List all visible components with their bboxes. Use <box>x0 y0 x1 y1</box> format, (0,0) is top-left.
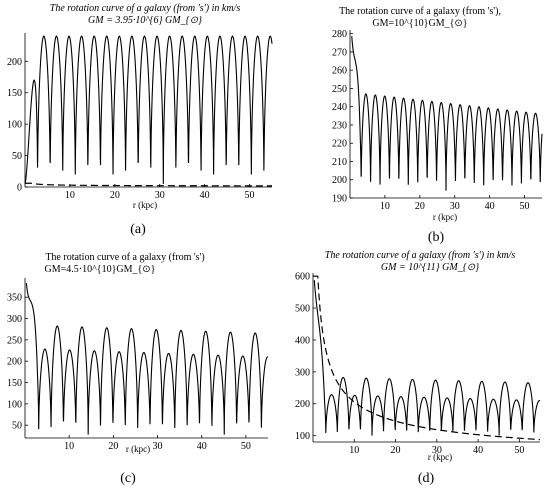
panel-c-y-tick-label: 50 <box>12 421 22 432</box>
panel-b-y-tick-label: 250 <box>332 84 347 95</box>
panel-c-title-line2: GM=4.5·10^{10}GM_{⊙} <box>45 264 156 275</box>
panel-d: The rotation curve of a galaxy (from 's'… <box>295 250 541 486</box>
panel-b-x-tick-label: 40 <box>485 201 495 212</box>
panel-a-series-solid-line <box>24 35 273 185</box>
panel-d-y-tick-label: 500 <box>295 304 310 315</box>
panel-a-x-tick-label: 30 <box>155 190 165 201</box>
panel-a-y-tick-label: 0 <box>17 183 22 194</box>
panel-d-title-line2: GM = 10^{11} GM_{⊙} <box>381 262 479 273</box>
panel-c-y-tick-label: 200 <box>7 357 22 368</box>
panel-c-y-tick-label: 250 <box>7 335 22 346</box>
panel-a-axes: 10 20 30 40 50 0 50 100 150 200 <box>7 33 272 201</box>
panel-a-xlabel: r (kpc) <box>133 200 157 210</box>
panel-d-x-tick-label: 20 <box>391 445 401 456</box>
panel-b-x-tick-label: 50 <box>520 201 530 212</box>
panel-c-y-tick-label: 350 <box>7 293 22 304</box>
panel-b-y-tick-label: 280 <box>332 29 347 40</box>
panel-a-y-tick-label: 200 <box>7 57 22 68</box>
panel-c-x-tick-label: 10 <box>64 441 74 452</box>
panel-b-title-line2: GM=10^{10}GM_{⊙} <box>372 18 467 29</box>
panel-a-plot <box>24 35 273 187</box>
panel-d-title-line1: The rotation curve of a galaxy (from 's'… <box>325 250 516 261</box>
panel-c-plot <box>25 283 269 435</box>
panel-c-x-tick-label: 50 <box>241 441 251 452</box>
panel-c-y-tick-label: 100 <box>7 399 22 410</box>
panel-d-y-tick-label: 400 <box>295 335 310 346</box>
panel-b-y-tick-label: 270 <box>332 47 347 58</box>
panel-c-axes: 10 20 30 40 50 50 100 150 200 250 300 350 <box>7 278 268 452</box>
panel-a-title-line2: GM = 3.95·10^{6} GM_{⊙} <box>88 15 202 26</box>
panel-c-y-tick-label: 300 <box>7 314 22 325</box>
panel-a-title-line1: The rotation curve of a galaxy (from 's'… <box>50 3 241 14</box>
panel-c: The rotation curve of a galaxy (from 's'… <box>7 252 269 486</box>
panel-c-y-tick-label: 150 <box>7 378 22 389</box>
panel-b-y-tick-label: 200 <box>332 175 347 186</box>
panel-a-caption: (a) <box>130 222 146 237</box>
panel-d-x-tick-label: 40 <box>473 445 483 456</box>
panel-a-y-tick-label: 100 <box>7 120 22 131</box>
panel-a-x-tick-label: 20 <box>110 190 120 201</box>
panel-b-y-tick-label: 230 <box>332 120 347 131</box>
panel-d-caption: (d) <box>418 471 435 486</box>
panel-b-y-tick-label: 210 <box>332 157 347 168</box>
panel-b-plot <box>351 36 543 191</box>
panel-a-x-tick-label: 50 <box>245 190 255 201</box>
panel-b-series-solid-line <box>351 36 543 191</box>
panel-d-series-dashed-line <box>313 275 541 441</box>
panel-d-x-tick-label: 30 <box>432 445 442 456</box>
panel-a-y-tick-label: 50 <box>12 151 22 162</box>
panel-b-y-tick-label: 260 <box>332 66 347 77</box>
panel-b-x-tick-label: 10 <box>380 201 390 212</box>
panel-b-x-tick-label: 30 <box>450 201 460 212</box>
panel-b-x-tick-label: 20 <box>415 201 425 212</box>
panel-b: The rotation curve of a galaxy (from 's'… <box>332 6 543 245</box>
panel-d-series-solid-line <box>313 280 541 436</box>
panel-d-plot <box>313 275 541 441</box>
panel-c-title-line1: The rotation curve of a galaxy (from 's'… <box>45 252 204 263</box>
panel-b-caption: (b) <box>428 230 445 245</box>
panel-c-x-tick-label: 30 <box>153 441 163 452</box>
panel-b-y-tick-label: 220 <box>332 139 347 150</box>
panel-d-xlabel: r (kpc) <box>428 452 452 462</box>
panel-c-x-tick-label: 20 <box>108 441 118 452</box>
panel-d-x-tick-label: 50 <box>514 445 524 456</box>
panel-d-x-tick-label: 10 <box>349 445 359 456</box>
panel-c-caption: (c) <box>120 471 136 486</box>
panel-b-y-tick-label: 240 <box>332 102 347 113</box>
panel-a-series-dashed-line <box>25 182 272 187</box>
panel-c-series-solid-line <box>25 283 269 435</box>
panel-b-xlabel: r (kpc) <box>433 212 457 222</box>
panel-a-x-tick-label: 40 <box>200 190 210 201</box>
panel-b-y-tick-label: 190 <box>332 194 347 205</box>
panel-d-y-tick-label: 100 <box>295 431 310 442</box>
panel-c-xlabel: r (kpc) <box>126 444 150 454</box>
panel-d-y-tick-label: 600 <box>295 272 310 283</box>
panel-d-axes: 10 20 30 40 50 100 200 300 400 500 600 <box>295 272 540 456</box>
panel-d-y-tick-label: 200 <box>295 399 310 410</box>
panel-a-x-tick-label: 10 <box>65 190 75 201</box>
panel-d-y-tick-label: 300 <box>295 367 310 378</box>
panel-a-y-tick-label: 150 <box>7 88 22 99</box>
panel-a: The rotation curve of a galaxy (from 's'… <box>7 3 273 237</box>
panel-b-axes: 10 20 30 40 50 190 200 210 220 230 240 250 260 270 280 <box>332 29 542 212</box>
panel-c-x-tick-label: 40 <box>197 441 207 452</box>
panel-b-title-line1: The rotation curve of a galaxy (from 's'… <box>339 6 501 17</box>
